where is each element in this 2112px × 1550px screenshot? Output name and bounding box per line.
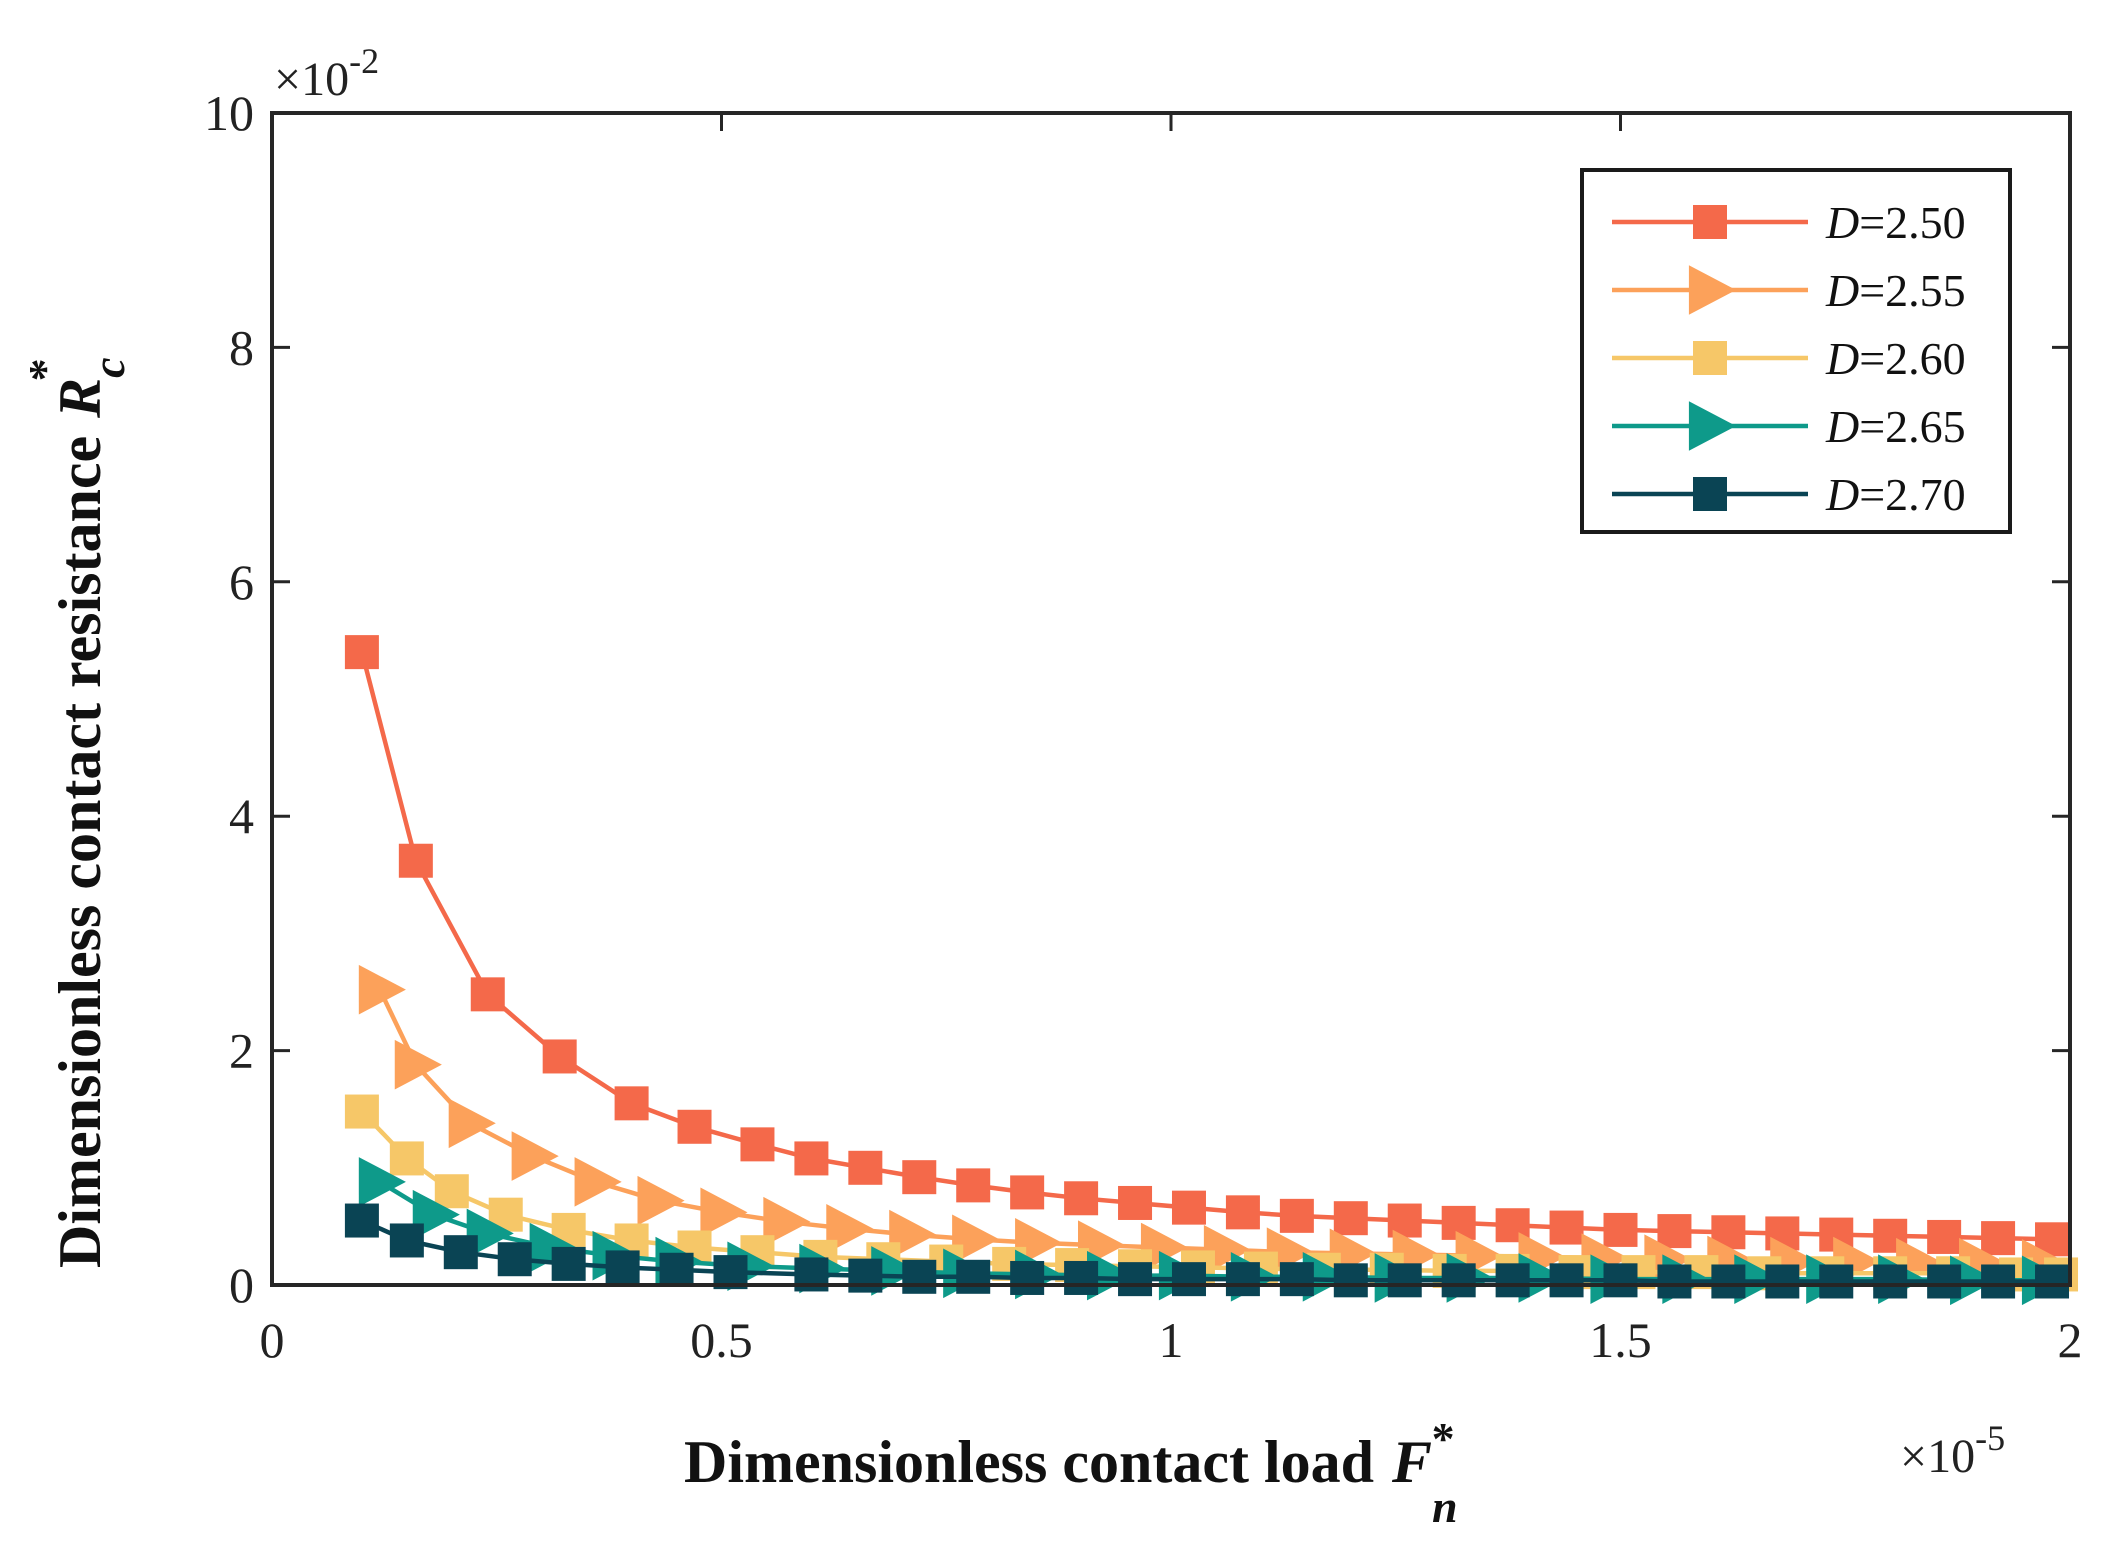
data-point bbox=[794, 1141, 828, 1175]
data-point bbox=[1334, 1263, 1368, 1297]
data-point bbox=[1550, 1263, 1584, 1297]
data-point bbox=[1765, 1264, 1799, 1298]
data-point bbox=[1604, 1263, 1638, 1297]
data-point bbox=[1981, 1221, 2015, 1255]
data-point bbox=[1550, 1211, 1584, 1245]
x-tick-label: 1.5 bbox=[1589, 1312, 1652, 1368]
data-point bbox=[956, 1168, 990, 1202]
legend-label: D=2.55 bbox=[1825, 265, 1966, 316]
data-point bbox=[1280, 1199, 1314, 1233]
data-point bbox=[848, 1151, 882, 1185]
data-point bbox=[390, 1223, 424, 1257]
y-tick-label: 0 bbox=[229, 1257, 254, 1313]
data-point bbox=[1010, 1175, 1044, 1209]
data-point bbox=[1442, 1263, 1476, 1297]
line-chart: 0 0.5 1 1.5 20246810 ×10-2 ×10-5 Dimensionle… bbox=[0, 0, 2112, 1550]
y-tick-label: 2 bbox=[229, 1023, 254, 1079]
data-point bbox=[1172, 1191, 1206, 1225]
data-point bbox=[1388, 1263, 1422, 1297]
data-point bbox=[1172, 1262, 1206, 1296]
legend-label: D=2.60 bbox=[1825, 333, 1966, 384]
legend-marker bbox=[1693, 205, 1727, 239]
data-point bbox=[1496, 1263, 1530, 1297]
data-point bbox=[399, 844, 433, 878]
data-point bbox=[390, 1141, 424, 1175]
data-point bbox=[498, 1242, 532, 1276]
data-point bbox=[1981, 1264, 2015, 1298]
x-tick-label: 0 bbox=[260, 1312, 285, 1368]
x-tick-label: 2 bbox=[2058, 1312, 2083, 1368]
data-point bbox=[1010, 1261, 1044, 1295]
x-tick-label: 1 bbox=[1159, 1312, 1184, 1368]
data-point bbox=[1711, 1264, 1745, 1298]
data-point bbox=[1657, 1264, 1691, 1298]
data-point bbox=[444, 1235, 478, 1269]
data-point bbox=[1118, 1262, 1152, 1296]
data-point bbox=[678, 1110, 712, 1144]
legend-label: D=2.50 bbox=[1825, 197, 1966, 248]
data-point bbox=[1819, 1264, 1853, 1298]
data-point bbox=[1873, 1264, 1907, 1298]
data-point bbox=[345, 1204, 379, 1238]
legend: D=2.50 D=2.55 D=2.60 D=2.65 D=2.70 bbox=[1582, 170, 2010, 532]
data-point bbox=[345, 1095, 379, 1129]
data-point bbox=[471, 977, 505, 1011]
data-point bbox=[848, 1259, 882, 1293]
data-point bbox=[1226, 1195, 1260, 1229]
data-point bbox=[1064, 1261, 1098, 1295]
legend-label: D=2.70 bbox=[1825, 469, 1966, 520]
y-tick-label: 4 bbox=[229, 788, 254, 844]
data-point bbox=[1657, 1214, 1691, 1248]
legend-marker bbox=[1693, 477, 1727, 511]
data-point bbox=[615, 1086, 649, 1120]
data-point bbox=[1118, 1186, 1152, 1220]
data-point bbox=[2035, 1264, 2069, 1298]
data-point bbox=[1226, 1262, 1260, 1296]
legend-marker bbox=[1693, 341, 1727, 375]
data-point bbox=[740, 1127, 774, 1161]
data-point bbox=[1927, 1264, 1961, 1298]
data-point bbox=[1604, 1213, 1638, 1247]
x-tick-label: 0.5 bbox=[690, 1312, 753, 1368]
data-point bbox=[902, 1160, 936, 1194]
y-tick-label: 8 bbox=[229, 319, 254, 375]
data-point bbox=[606, 1250, 640, 1284]
data-point bbox=[345, 635, 379, 669]
data-point bbox=[543, 1039, 577, 1073]
data-point bbox=[1927, 1220, 1961, 1254]
data-point bbox=[1334, 1201, 1368, 1235]
data-point bbox=[660, 1253, 694, 1287]
y-tick-label: 6 bbox=[229, 554, 254, 610]
data-point bbox=[552, 1247, 586, 1281]
data-point bbox=[956, 1260, 990, 1294]
legend-label: D=2.65 bbox=[1825, 401, 1966, 452]
data-point bbox=[1064, 1181, 1098, 1215]
data-point bbox=[1280, 1262, 1314, 1296]
data-point bbox=[435, 1174, 469, 1208]
y-tick-label: 10 bbox=[204, 85, 254, 141]
data-point bbox=[902, 1260, 936, 1294]
